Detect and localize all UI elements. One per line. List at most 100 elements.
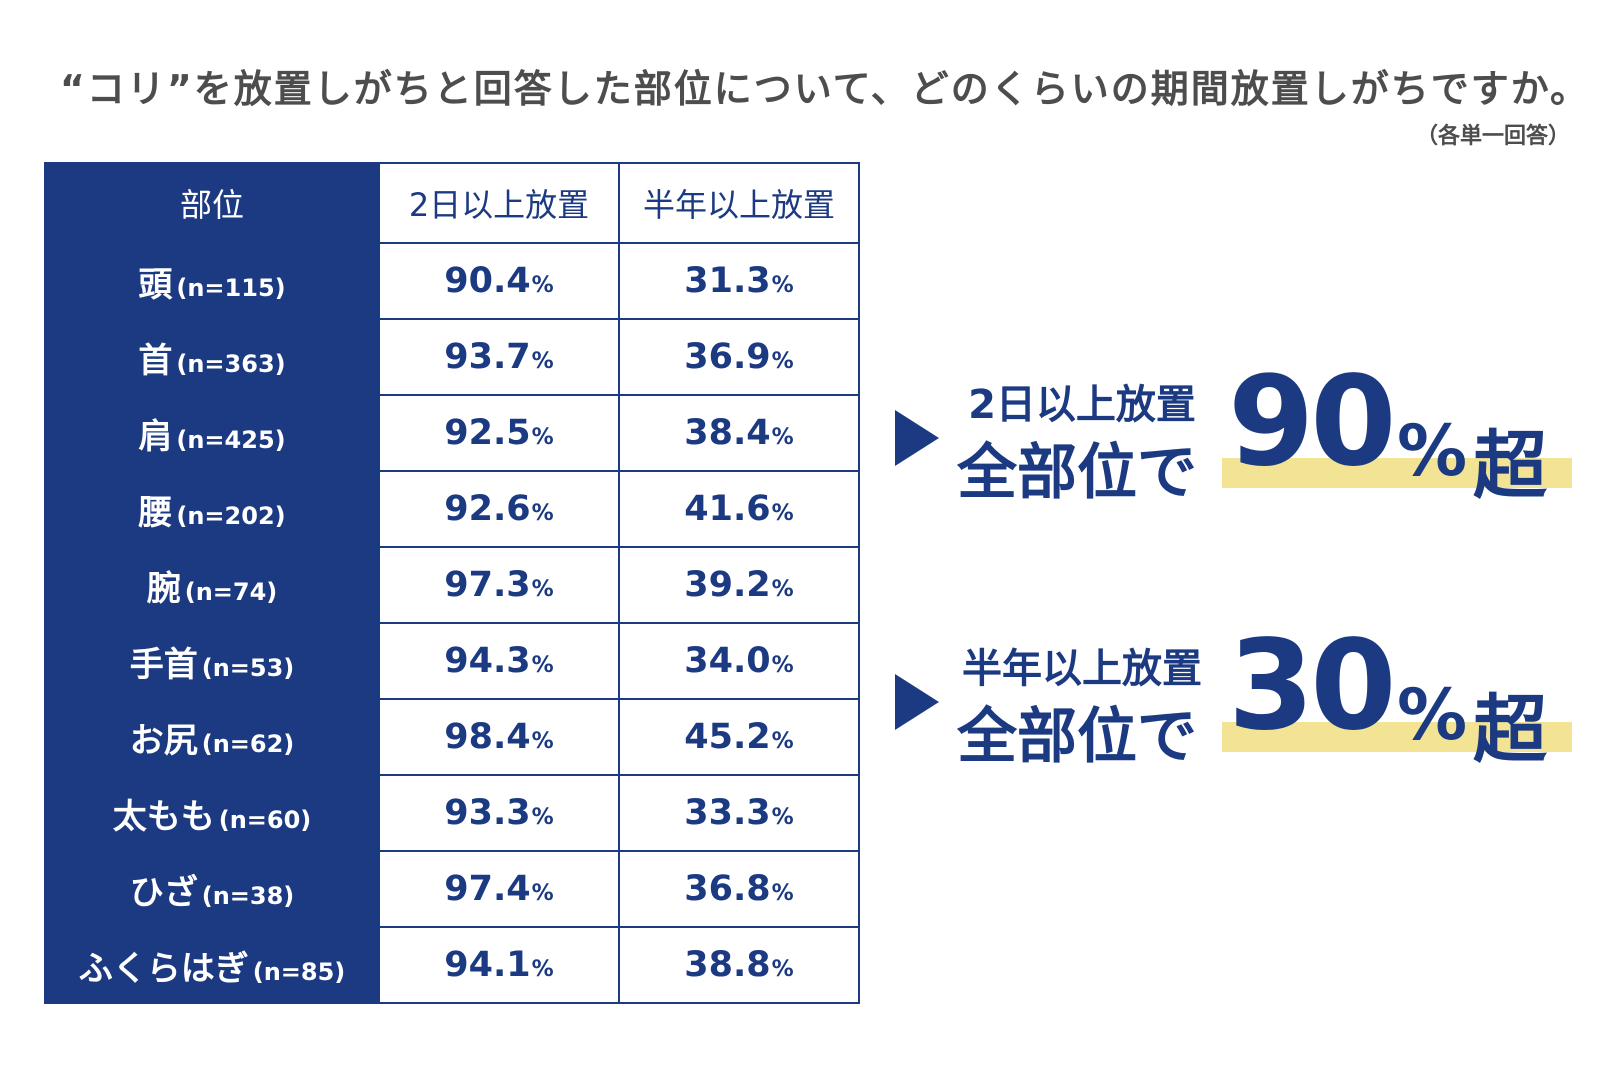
table-row: ふくらはぎ (n=85) 94.1% 38.8%	[44, 926, 860, 1004]
sample-size: (n=363)	[176, 349, 286, 378]
percent-unit: %	[531, 805, 554, 830]
percent-unit: %	[771, 881, 794, 906]
sample-size: (n=425)	[176, 425, 286, 454]
table-row: 太もも (n=60) 93.3% 33.3%	[44, 774, 860, 852]
part-cell: 太もも (n=60)	[44, 774, 380, 852]
percent-unit: %	[531, 729, 554, 754]
two-days-cell: 94.1%	[378, 926, 620, 1004]
half-year-value: 33.3	[684, 793, 771, 833]
two-days-value: 98.4	[444, 717, 531, 757]
part-cell: 手首 (n=53)	[44, 622, 380, 700]
header-two-days: 2日以上放置	[378, 162, 620, 244]
part-cell: ひざ (n=38)	[44, 850, 380, 928]
part-name: お尻	[129, 720, 198, 761]
half-year-value: 38.4	[684, 413, 771, 453]
half-year-value: 41.6	[684, 489, 771, 529]
percent-unit: %	[531, 957, 554, 982]
callout-suffix: 超	[1473, 423, 1547, 509]
callout-main-text: 全部位で	[957, 438, 1197, 508]
half-year-value: 38.8	[684, 945, 771, 985]
half-year-value: 36.8	[684, 869, 771, 909]
triangle-arrow-icon	[895, 674, 939, 730]
two-days-value: 92.5	[444, 413, 531, 453]
percent-unit: %	[771, 653, 794, 678]
half-year-cell: 36.9%	[618, 318, 860, 396]
part-name: 腕	[146, 568, 181, 609]
part-name: ひざ	[129, 872, 198, 913]
results-table: 部位 2日以上放置 半年以上放置 頭 (n=115) 90.4% 31.3% 首 (n=3…	[44, 162, 860, 1004]
callout-unit: %	[1397, 674, 1468, 756]
half-year-value: 36.9	[684, 337, 771, 377]
two-days-value: 94.3	[444, 641, 531, 681]
part-cell: 腕 (n=74)	[44, 546, 380, 624]
highlight-bar	[1222, 458, 1572, 488]
table-row: 肩 (n=425) 92.5% 38.4%	[44, 394, 860, 472]
percent-unit: %	[771, 501, 794, 526]
percent-unit: %	[531, 273, 554, 298]
two-days-cell: 92.5%	[378, 394, 620, 472]
two-days-cell: 97.3%	[378, 546, 620, 624]
percent-unit: %	[531, 881, 554, 906]
callout-label: 2日以上放置	[968, 382, 1196, 428]
two-days-cell: 92.6%	[378, 470, 620, 548]
half-year-cell: 45.2%	[618, 698, 860, 776]
callout-main-text: 全部位で	[957, 702, 1197, 772]
half-year-cell: 31.3%	[618, 242, 860, 320]
two-days-value: 97.3	[444, 565, 531, 605]
sample-size: (n=202)	[176, 501, 286, 530]
callout-suffix: 超	[1473, 687, 1547, 773]
two-days-value: 93.7	[444, 337, 531, 377]
callout-value: 90	[1228, 350, 1397, 494]
table-row: 腰 (n=202) 92.6% 41.6%	[44, 470, 860, 548]
half-year-cell: 36.8%	[618, 850, 860, 928]
sample-size: (n=62)	[201, 729, 295, 758]
sample-size: (n=115)	[176, 273, 286, 302]
percent-unit: %	[771, 349, 794, 374]
two-days-value: 97.4	[444, 869, 531, 909]
part-name: 手首	[129, 644, 198, 685]
sample-size: (n=85)	[252, 957, 346, 986]
half-year-value: 31.3	[684, 261, 771, 301]
part-name: 肩	[138, 416, 173, 457]
part-name: 腰	[138, 492, 173, 533]
two-days-cell: 90.4%	[378, 242, 620, 320]
callout-value: 30	[1228, 614, 1397, 758]
sample-size: (n=38)	[201, 881, 295, 910]
percent-unit: %	[771, 729, 794, 754]
part-name: ふくらはぎ	[78, 948, 249, 989]
two-days-cell: 94.3%	[378, 622, 620, 700]
percent-unit: %	[771, 805, 794, 830]
two-days-value: 93.3	[444, 793, 531, 833]
half-year-cell: 39.2%	[618, 546, 860, 624]
percent-unit: %	[771, 577, 794, 602]
percent-unit: %	[531, 653, 554, 678]
sample-size: (n=53)	[201, 653, 295, 682]
half-year-value: 39.2	[684, 565, 771, 605]
table-header-row: 部位 2日以上放置 半年以上放置	[44, 162, 860, 244]
two-days-cell: 93.7%	[378, 318, 620, 396]
half-year-value: 45.2	[684, 717, 771, 757]
page-title: “コリ”を放置しがちと回答した部位について、どのくらいの期間放置しがちですか。	[59, 67, 1590, 111]
percent-unit: %	[771, 957, 794, 982]
table-row: 頭 (n=115) 90.4% 31.3%	[44, 242, 860, 320]
callout-half-year: 半年以上放置 全部位で 30 % 超	[895, 624, 1595, 786]
callout-label: 半年以上放置	[962, 646, 1202, 692]
half-year-cell: 38.8%	[618, 926, 860, 1004]
percent-unit: %	[531, 425, 554, 450]
percent-unit: %	[531, 349, 554, 374]
triangle-arrow-icon	[895, 410, 939, 466]
part-cell: 頭 (n=115)	[44, 242, 380, 320]
half-year-cell: 33.3%	[618, 774, 860, 852]
table-row: ひざ (n=38) 97.4% 36.8%	[44, 850, 860, 928]
half-year-cell: 34.0%	[618, 622, 860, 700]
half-year-value: 34.0	[684, 641, 771, 681]
part-name: 首	[138, 340, 173, 381]
part-cell: お尻 (n=62)	[44, 698, 380, 776]
part-cell: ふくらはぎ (n=85)	[44, 926, 380, 1004]
sample-size: (n=60)	[218, 805, 312, 834]
part-name: 頭	[138, 264, 173, 305]
table-row: 手首 (n=53) 94.3% 34.0%	[44, 622, 860, 700]
highlight-bar	[1222, 722, 1572, 752]
table-row: 首 (n=363) 93.7% 36.9%	[44, 318, 860, 396]
percent-unit: %	[771, 273, 794, 298]
